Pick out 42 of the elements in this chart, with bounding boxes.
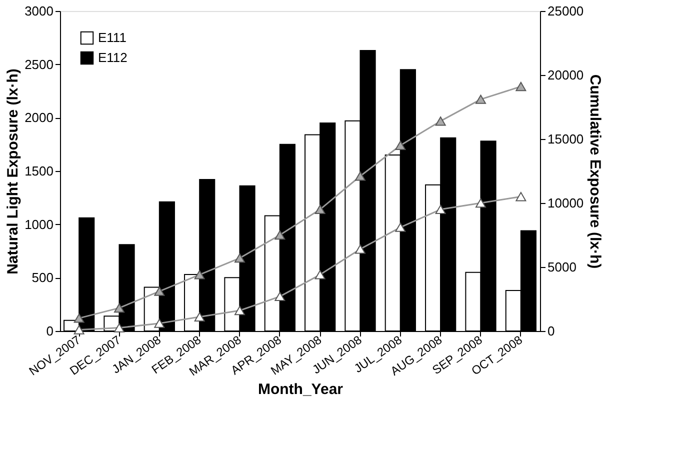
y2-tick-label: 0 <box>548 324 555 338</box>
y-tick-label: 1000 <box>24 216 54 232</box>
point <box>74 325 84 334</box>
point <box>314 270 326 280</box>
point <box>516 192 526 202</box>
point <box>435 116 446 126</box>
point <box>194 270 205 280</box>
point <box>194 312 205 322</box>
point <box>114 323 124 332</box>
y-tick-label: 2000 <box>24 110 54 126</box>
x-axis-title: Month_Year <box>258 380 344 398</box>
point <box>476 198 486 208</box>
point <box>274 230 286 240</box>
y2-tick-label: 15000 <box>548 132 584 146</box>
point <box>476 94 486 104</box>
y2-tick-label: 10000 <box>548 196 584 210</box>
point <box>314 204 326 214</box>
y2-axis-title: Cumulative Exposure (lx·h) <box>586 74 604 269</box>
y-tick-label: 3000 <box>24 4 54 18</box>
point <box>274 292 286 302</box>
point <box>154 286 165 296</box>
point <box>355 172 366 181</box>
point <box>435 204 446 214</box>
legend-label: E112 <box>98 50 128 65</box>
point <box>395 140 406 150</box>
y2-tick-label: 5000 <box>548 260 576 274</box>
y-tick-label: 2500 <box>24 56 54 72</box>
y-tick-label: 500 <box>32 270 54 286</box>
y-tick-label: 1500 <box>24 164 54 178</box>
y2-tick-label: 25000 <box>548 4 584 18</box>
point <box>395 222 406 232</box>
y-axis-title: Natural Light Exposure (lx·h) <box>4 68 22 274</box>
point <box>234 306 245 316</box>
legend-label: E111 <box>98 30 126 45</box>
y-tick-label: 0 <box>46 324 54 338</box>
point <box>355 244 366 254</box>
point <box>74 314 84 323</box>
y2-tick-label: 20000 <box>548 68 584 82</box>
point <box>114 303 124 313</box>
point <box>234 253 245 263</box>
point <box>516 82 526 92</box>
point <box>154 318 165 328</box>
